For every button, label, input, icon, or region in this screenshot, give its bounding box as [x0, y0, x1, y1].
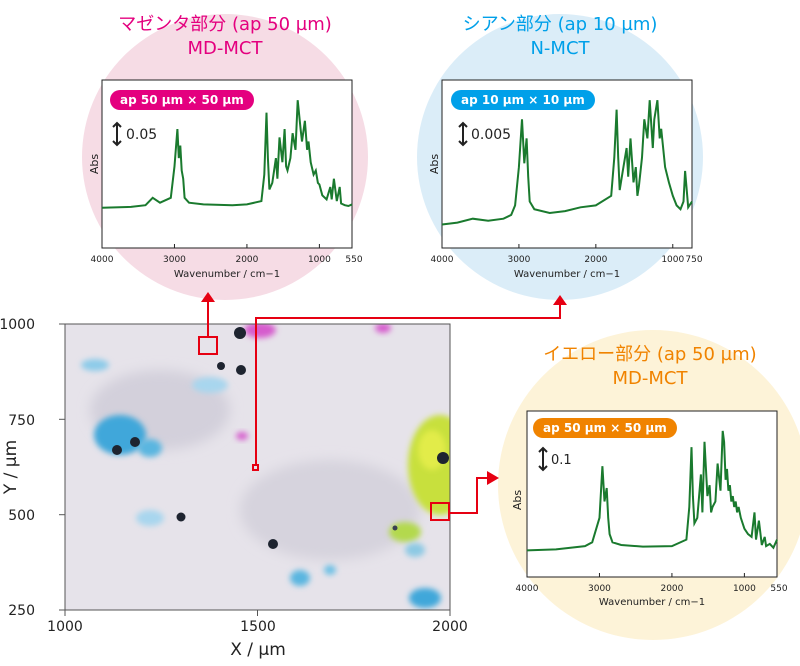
cyan-x-tick-1000: 1000: [661, 255, 684, 265]
magenta-x-label: Wavenumber / cm−1: [174, 269, 280, 280]
cyan-measurement-marker[interactable]: [252, 464, 259, 471]
map-y-tick-750: 750: [8, 413, 35, 429]
magenta-x-tick-3000: 3000: [163, 255, 186, 265]
magenta-x-tick-2000: 2000: [235, 255, 258, 265]
yellow-connector-line: [449, 477, 488, 514]
map-y-tick-1000: 1000: [0, 317, 35, 333]
map-x-axis-label: X / µm: [230, 640, 286, 660]
yellow-spectrum-line: [526, 430, 778, 552]
map-y-tick-500: 500: [8, 508, 35, 524]
magenta-x-tick-1000: 1000: [308, 255, 331, 265]
yellow-title: イエロー部分 (ap 50 µm): [543, 344, 757, 365]
yellow-spectrum-chart: 4000 3000 2000 1000 550 Abs Wavenumber / cm−…: [511, 410, 788, 608]
map-image: [81, 324, 450, 608]
cyan-x-label: Wavenumber / cm−1: [514, 269, 620, 280]
map-y-axis-label: Y / µm: [1, 440, 21, 495]
cyan-scale-value: 0.005: [471, 127, 511, 143]
cyan-scale-arrow-icon: [458, 121, 468, 147]
cyan-spectrum-line: [441, 100, 693, 226]
magenta-scale-value: 0.05: [126, 127, 157, 143]
magenta-detector: MD-MCT: [187, 38, 263, 59]
magenta-particle-region: [244, 324, 276, 338]
yellow-detector: MD-MCT: [612, 368, 688, 389]
yellow-x-tick-4000: 4000: [516, 584, 539, 594]
cyan-x-ticks: 4000 3000 2000 1000 750: [431, 244, 703, 265]
cyan-arrow-icon: [553, 295, 567, 305]
yellow-x-tick-550: 550: [770, 584, 787, 594]
yellow-y-label: Abs: [511, 490, 524, 511]
map-x-tick-1500: 1500: [240, 619, 276, 635]
magenta-x-tick-550: 550: [345, 255, 362, 265]
magenta-measurement-marker[interactable]: [198, 336, 218, 355]
cyan-x-tick-3000: 3000: [507, 255, 530, 265]
magenta-arrow-icon: [201, 292, 215, 302]
yellow-scale-arrow-icon: [538, 446, 548, 472]
yellow-x-tick-3000: 3000: [588, 584, 611, 594]
magenta-scale-arrow-icon: [112, 121, 122, 147]
yellow-x-ticks: 4000 3000 2000 1000 550: [516, 573, 788, 594]
map-x-tick-2000: 2000: [432, 619, 468, 635]
yellow-x-label: Wavenumber / cm−1: [599, 597, 705, 608]
cyan-connector-line: [255, 304, 561, 465]
map-tick-marks: [59, 323, 451, 616]
magenta-x-ticks: 4000 3000 2000 1000 550: [91, 244, 363, 265]
cyan-y-label: Abs: [428, 154, 441, 175]
map-x-tick-1000: 1000: [47, 619, 83, 635]
magenta-aperture-badge: ap 50 µm × 50 µm: [110, 90, 254, 110]
yellow-x-tick-2000: 2000: [660, 584, 683, 594]
yellow-plot-frame: [526, 410, 778, 578]
cyan-x-tick-750: 750: [685, 255, 702, 265]
yellow-measurement-marker[interactable]: [430, 502, 450, 521]
cyan-detector: N-MCT: [530, 38, 590, 59]
yellow-x-tick-1000: 1000: [733, 584, 756, 594]
cyan-x-tick-4000: 4000: [431, 255, 454, 265]
magenta-title: マゼンタ部分 (ap 50 µm): [118, 14, 332, 35]
magenta-x-tick-4000: 4000: [91, 255, 114, 265]
map-y-tick-250: 250: [8, 603, 35, 619]
yellow-scale-value: 0.1: [551, 453, 572, 468]
yellow-aperture-badge: ap 50 µm × 50 µm: [533, 418, 677, 438]
cyan-aperture-badge: ap 10 µm × 10 µm: [451, 90, 595, 110]
magenta-spectrum-line: [101, 100, 353, 209]
yellow-arrow-icon: [487, 471, 499, 485]
cyan-x-tick-2000: 2000: [584, 255, 607, 265]
magenta-y-label: Abs: [88, 154, 101, 175]
mapping-image-panel: 1000 750 500 250 1000 1500 2000 X / µm Y…: [0, 317, 468, 660]
cyan-title: シアン部分 (ap 10 µm): [462, 14, 658, 35]
